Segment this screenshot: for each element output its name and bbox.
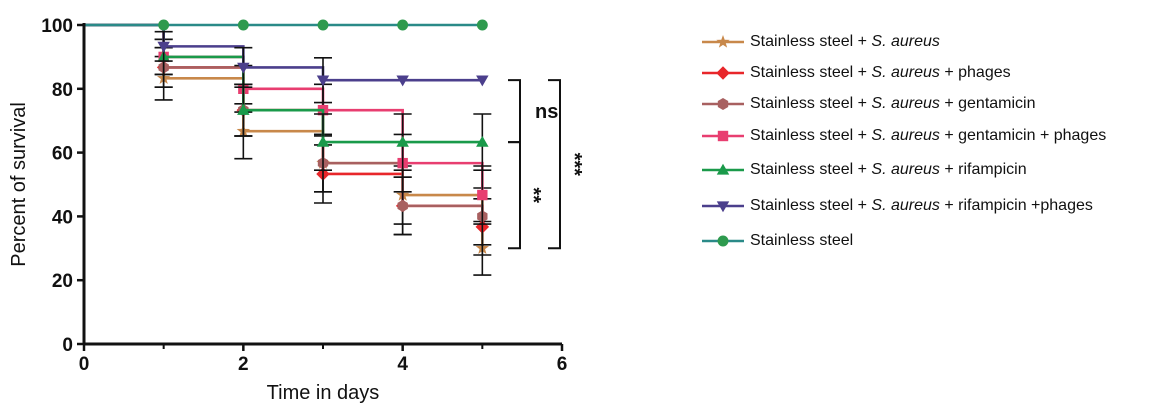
legend-label: Stainless steel bbox=[750, 231, 854, 249]
legend-marker bbox=[702, 97, 744, 110]
significance-bracket: *** bbox=[548, 79, 585, 250]
series-7-point bbox=[476, 19, 488, 31]
legend-item: Stainless steel + S. aureus + gentamicin… bbox=[700, 119, 1150, 153]
series-4-point bbox=[477, 189, 488, 201]
significance-bracket: ** bbox=[508, 141, 544, 250]
series-2-line bbox=[84, 23, 484, 227]
x-tick-label: 0 bbox=[79, 354, 90, 375]
significance-label: *** bbox=[563, 153, 585, 177]
y-tick-label: 100 bbox=[41, 16, 73, 37]
significance-label: ns bbox=[535, 101, 558, 123]
legend-marker bbox=[702, 235, 744, 246]
series-6-line bbox=[84, 23, 483, 82]
series-6-point bbox=[476, 75, 489, 87]
series-7 bbox=[84, 19, 488, 31]
series-5-point bbox=[316, 135, 330, 147]
y-tick-label: 0 bbox=[62, 335, 73, 356]
x-tick-label: 2 bbox=[238, 354, 249, 375]
x-tick-label: 6 bbox=[557, 354, 568, 375]
legend-label: Stainless steel + S. aureus + rifampicin bbox=[750, 161, 1027, 178]
legend-marker bbox=[702, 65, 744, 80]
series-6 bbox=[84, 23, 489, 104]
legend: Stainless steel + S. aureus Stainless ste… bbox=[700, 26, 1150, 256]
legend-marker bbox=[702, 34, 744, 48]
axes: 0 20 40 60 80 100 0 2 4 6 Time in days Percent of s… bbox=[8, 16, 567, 403]
series-5-line bbox=[84, 23, 483, 144]
series-6-point bbox=[237, 62, 250, 74]
legend-marker-symbol bbox=[717, 235, 729, 246]
legend-marker-symbol bbox=[717, 130, 729, 142]
legend-item: Stainless steel bbox=[700, 225, 1150, 256]
y-tick-label: 40 bbox=[52, 207, 73, 228]
significance-bracket: ns bbox=[508, 79, 558, 144]
series-5-point bbox=[237, 103, 250, 115]
legend-marker-symbol bbox=[716, 163, 730, 175]
series-1-line bbox=[84, 23, 484, 249]
x-axis-title: Time in days bbox=[267, 382, 380, 403]
y-tick-label: 20 bbox=[52, 271, 73, 292]
significance-label: ** bbox=[522, 187, 544, 203]
legend-marker-symbol bbox=[716, 65, 730, 80]
plot-area bbox=[84, 19, 492, 276]
series-7-point bbox=[237, 19, 249, 31]
legend-marker-symbol bbox=[716, 34, 730, 48]
legend-label: Stainless steel + S. aureus bbox=[750, 32, 940, 50]
series-3-line bbox=[84, 23, 484, 217]
series-7-point bbox=[317, 19, 329, 31]
legend-item: Stainless steel + S. aureus bbox=[700, 26, 1150, 57]
y-axis-title: Percent of survival bbox=[8, 102, 30, 267]
legend-marker bbox=[702, 163, 744, 175]
legend-label: Stainless steel + S. aureus + gentamicin bbox=[750, 94, 1036, 112]
series-1 bbox=[84, 23, 492, 276]
series-3-point bbox=[397, 199, 408, 212]
series-2 bbox=[84, 23, 492, 256]
series-6-point bbox=[157, 41, 170, 53]
series-3 bbox=[84, 23, 492, 246]
series-5-point bbox=[396, 135, 409, 147]
legend-marker bbox=[702, 130, 744, 142]
y-tick-label: 60 bbox=[52, 144, 73, 165]
legend-item: Stainless steel + S. aureus + gentamicin bbox=[700, 88, 1150, 119]
y-tick-label: 80 bbox=[52, 80, 73, 101]
legend-label: Stainless steel + S. aureus + gentamicin… bbox=[750, 127, 1107, 144]
x-tick-label: 4 bbox=[397, 354, 408, 375]
significance-annotations: ns***** bbox=[508, 79, 585, 250]
legend-item: Stainless steel + S. aureus + rifampicin… bbox=[700, 187, 1150, 225]
series-5 bbox=[84, 23, 492, 171]
legend-marker bbox=[702, 201, 744, 213]
series-6-point bbox=[396, 75, 409, 87]
legend-item: Stainless steel + S. aureus + phages bbox=[700, 57, 1150, 88]
legend-label: Stainless steel + S. aureus + phages bbox=[750, 63, 1011, 81]
legend-marker-symbol bbox=[716, 201, 730, 213]
series-6-point bbox=[316, 75, 330, 87]
legend-item: Stainless steel + S. aureus + rifampicin bbox=[700, 153, 1150, 187]
legend-label: Stainless steel + S. aureus + rifampicin… bbox=[750, 197, 1093, 214]
series-7-point bbox=[397, 19, 409, 31]
series-7-point bbox=[158, 19, 170, 31]
series-5-point bbox=[476, 135, 489, 147]
legend-marker-symbol bbox=[717, 97, 729, 110]
